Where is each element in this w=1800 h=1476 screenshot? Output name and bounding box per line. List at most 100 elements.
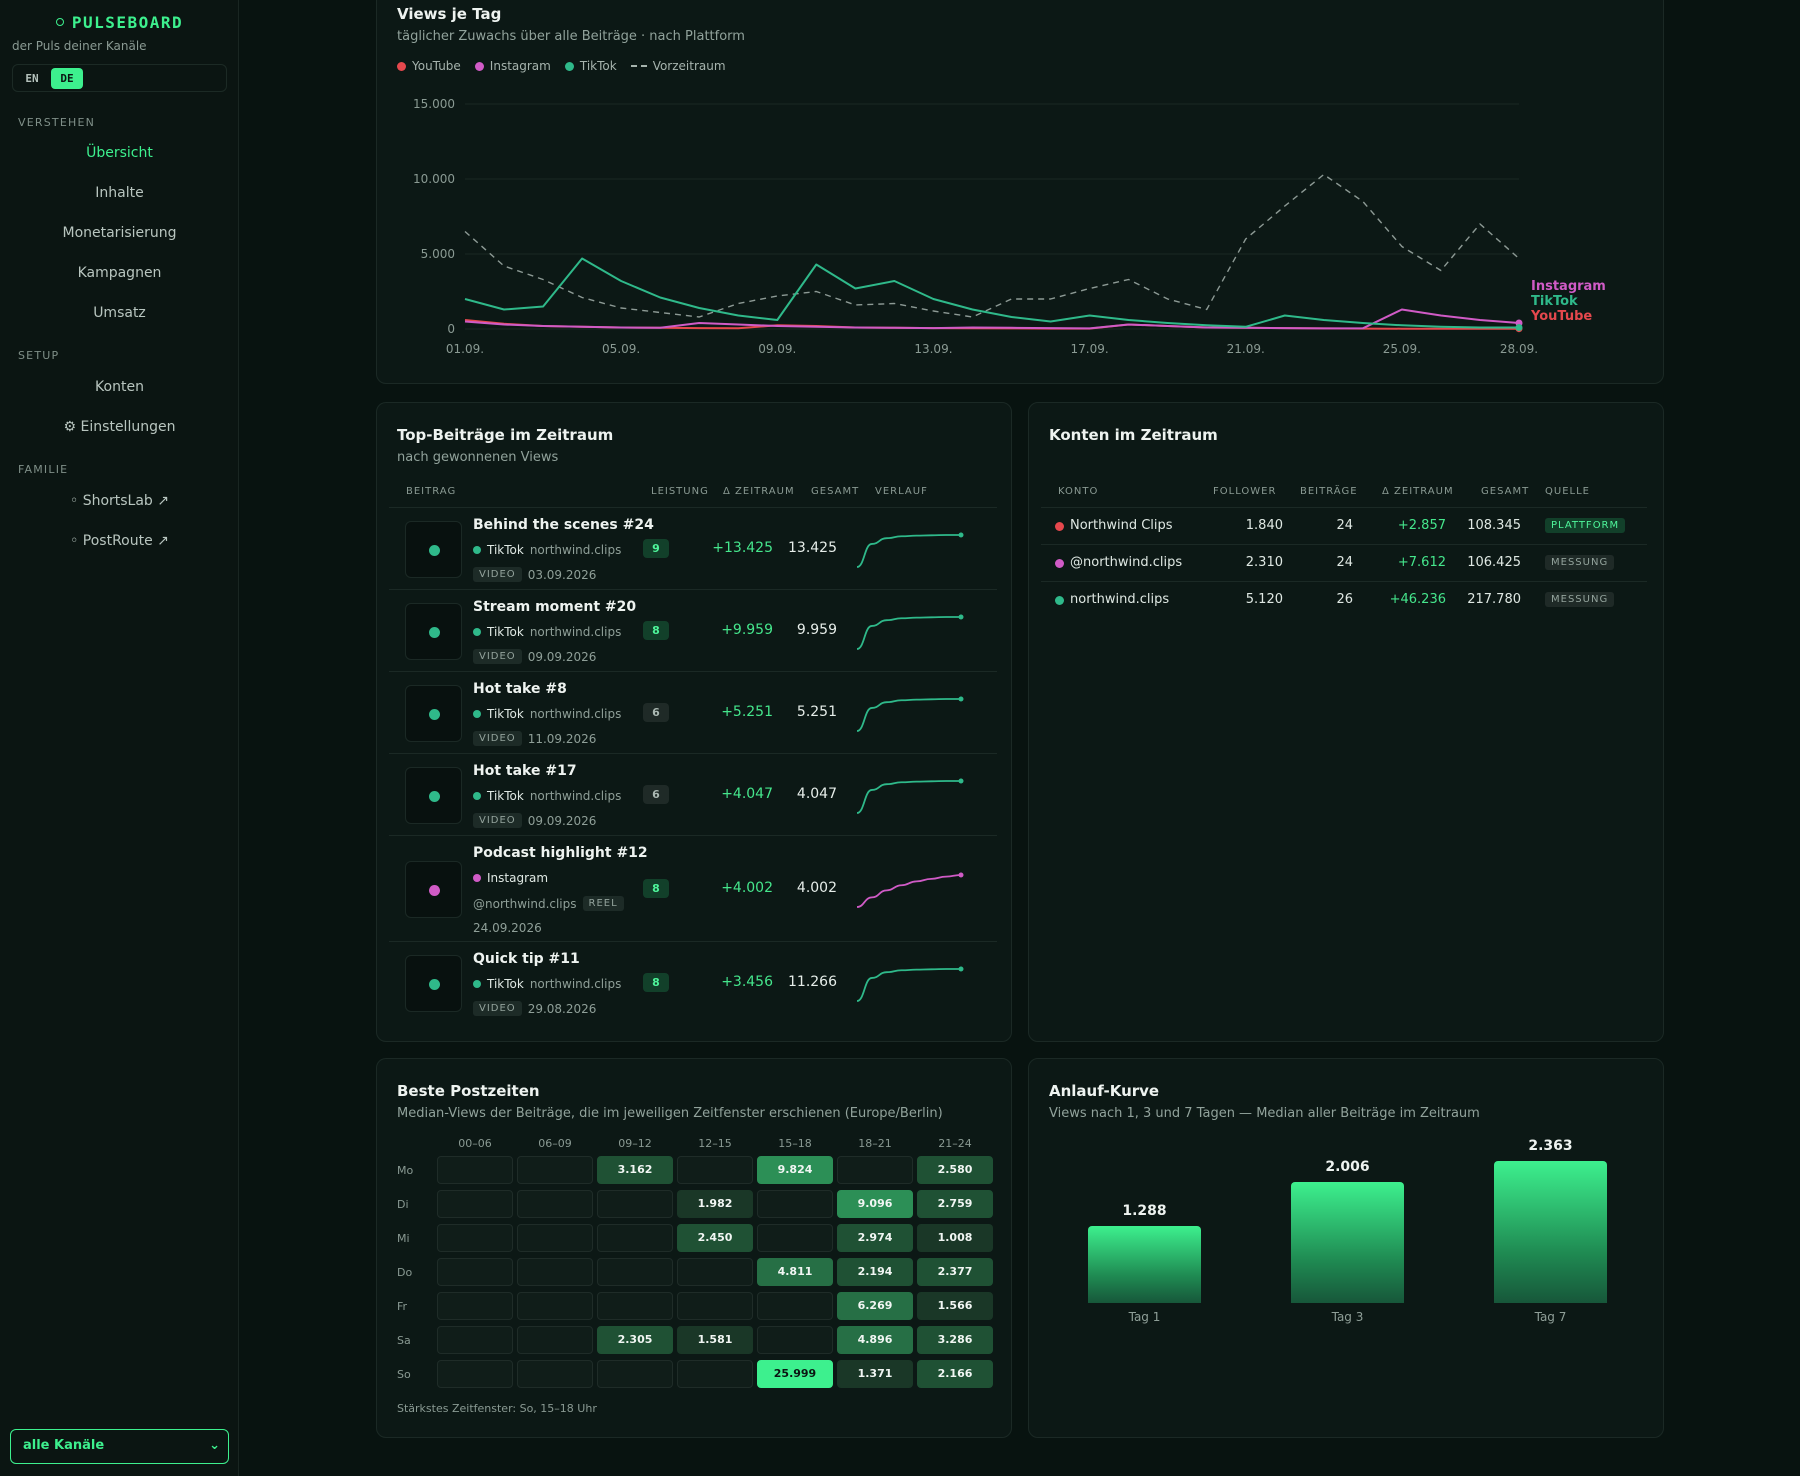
heatmap-cell[interactable] <box>437 1156 513 1184</box>
post-handle[interactable]: northwind.clips <box>529 977 622 991</box>
heatmap-cell[interactable] <box>437 1292 513 1320</box>
heatmap-cell[interactable] <box>437 1326 513 1354</box>
col-beitrag[interactable]: BEITRAG <box>406 486 457 497</box>
col-delta-zeitraum[interactable]: Δ ZEITRAUM <box>1382 486 1454 497</box>
heatmap-cell[interactable] <box>437 1190 513 1218</box>
post-title[interactable]: Hot take #8 <box>473 681 567 697</box>
heatmap-cell[interactable]: 6.269 <box>837 1292 913 1320</box>
post-thumbnail[interactable] <box>405 520 462 578</box>
nav-item-inhalte[interactable]: Inhalte <box>95 185 144 201</box>
post-thumbnail[interactable] <box>405 684 462 742</box>
heatmap-cell[interactable] <box>517 1190 593 1218</box>
heatmap-cell[interactable]: 1.566 <box>917 1292 993 1320</box>
heatmap-cell[interactable] <box>837 1156 913 1184</box>
post-handle[interactable]: northwind.clips <box>529 707 622 721</box>
heatmap-cell[interactable] <box>757 1224 833 1252</box>
heatmap-cell[interactable]: 3.162 <box>597 1156 673 1184</box>
legend-vorzeitraum[interactable]: Vorzeitraum <box>630 59 726 73</box>
post-handle[interactable]: northwind.clips <box>529 543 622 557</box>
post-title[interactable]: Behind the scenes #24 <box>473 517 654 533</box>
col-leistung[interactable]: LEISTUNG <box>651 486 709 497</box>
account-row[interactable]: Northwind Clips 1.840 24 +2.857 108.345 … <box>1041 507 1647 543</box>
heatmap-cell[interactable] <box>677 1360 753 1388</box>
post-title[interactable]: Stream moment #20 <box>473 599 637 615</box>
heatmap-cell[interactable] <box>437 1360 513 1388</box>
heatmap-cell[interactable]: 2.759 <box>917 1190 993 1218</box>
col-follower[interactable]: FOLLOWER <box>1213 486 1277 497</box>
heatmap-cell[interactable] <box>757 1292 833 1320</box>
col-gesamt[interactable]: GESAMT <box>1481 486 1530 497</box>
heatmap-cell[interactable] <box>517 1292 593 1320</box>
heatmap-cell[interactable]: 1.371 <box>837 1360 913 1388</box>
heatmap-cell[interactable]: 2.974 <box>837 1224 913 1252</box>
nav-link-postroute[interactable]: ◦ PostRoute ↗ <box>70 533 169 549</box>
nav-item-konten[interactable]: Konten <box>95 379 144 395</box>
heatmap-cell[interactable] <box>677 1156 753 1184</box>
heatmap-cell[interactable]: 9.824 <box>757 1156 833 1184</box>
heatmap-cell[interactable]: 2.305 <box>597 1326 673 1354</box>
table-row[interactable]: Hot take #17 TikTok northwind.clips VIDE… <box>389 753 997 835</box>
heatmap-cell[interactable]: 2.450 <box>677 1224 753 1252</box>
heatmap-cell[interactable]: 2.580 <box>917 1156 993 1184</box>
heatmap-cell[interactable]: 1.581 <box>677 1326 753 1354</box>
account-name[interactable]: Northwind Clips <box>1070 518 1173 533</box>
heatmap-cell[interactable] <box>757 1326 833 1354</box>
brand-logo[interactable]: PULSEBOARD <box>0 13 239 32</box>
post-handle[interactable]: northwind.clips <box>529 789 622 803</box>
ramp-bar[interactable] <box>1291 1182 1404 1303</box>
account-row[interactable]: @northwind.clips 2.310 24 +7.612 106.425… <box>1041 544 1647 580</box>
heatmap-cell[interactable]: 4.811 <box>757 1258 833 1286</box>
heatmap-cell[interactable] <box>597 1258 673 1286</box>
col-delta[interactable]: Δ ZEITRAUM <box>723 486 795 497</box>
heatmap-cell[interactable]: 9.096 <box>837 1190 913 1218</box>
heatmap-cell[interactable] <box>597 1292 673 1320</box>
heatmap-cell[interactable]: 3.286 <box>917 1326 993 1354</box>
col-gesamt[interactable]: GESAMT <box>811 486 860 497</box>
nav-item-uebersicht[interactable]: Übersicht <box>86 145 153 161</box>
heatmap-cell[interactable] <box>437 1224 513 1252</box>
table-row[interactable]: Hot take #8 TikTok northwind.clips VIDEO… <box>389 671 997 753</box>
nav-item-umsatz[interactable]: Umsatz <box>93 305 146 321</box>
col-beitraege[interactable]: BEITRÄGE <box>1300 486 1358 497</box>
legend-instagram[interactable]: Instagram <box>474 59 551 73</box>
table-row[interactable]: Behind the scenes #24 TikTok northwind.c… <box>389 507 997 589</box>
heatmap-cell[interactable] <box>677 1258 753 1286</box>
heatmap-cell[interactable] <box>517 1224 593 1252</box>
heatmap-cell[interactable]: 2.166 <box>917 1360 993 1388</box>
account-row[interactable]: northwind.clips 5.120 26 +46.236 217.780… <box>1041 581 1647 617</box>
heatmap-cell[interactable] <box>597 1360 673 1388</box>
heatmap-cell[interactable] <box>597 1224 673 1252</box>
post-thumbnail[interactable] <box>405 860 462 918</box>
account-name[interactable]: @northwind.clips <box>1070 555 1183 570</box>
post-handle[interactable]: @northwind.clips <box>473 896 577 911</box>
account-name[interactable]: northwind.clips <box>1070 592 1170 607</box>
col-quelle[interactable]: QUELLE <box>1545 486 1590 497</box>
post-thumbnail[interactable] <box>405 602 462 660</box>
heatmap-cell[interactable] <box>437 1258 513 1286</box>
post-title[interactable]: Hot take #17 <box>473 763 577 779</box>
heatmap-cell[interactable]: 1.982 <box>677 1190 753 1218</box>
lang-en-button[interactable]: EN <box>25 72 39 85</box>
heatmap-cell[interactable] <box>757 1190 833 1218</box>
heatmap-cell[interactable]: 4.896 <box>837 1326 913 1354</box>
heatmap-cell[interactable] <box>517 1156 593 1184</box>
nav-link-shortslab[interactable]: ◦ ShortsLab ↗ <box>69 493 170 509</box>
heatmap-cell[interactable]: 2.377 <box>917 1258 993 1286</box>
ramp-bar[interactable] <box>1494 1161 1607 1303</box>
heatmap-cell[interactable]: 1.008 <box>917 1224 993 1252</box>
heatmap-cell[interactable]: 2.194 <box>837 1258 913 1286</box>
nav-item-kampagnen[interactable]: Kampagnen <box>77 265 162 281</box>
post-handle[interactable]: northwind.clips <box>529 625 622 639</box>
heatmap-cell[interactable] <box>517 1326 593 1354</box>
post-title[interactable]: Quick tip #11 <box>473 951 580 967</box>
heatmap-cell[interactable] <box>677 1292 753 1320</box>
channel-select[interactable]: alle Kanäle ⌄ <box>10 1429 229 1464</box>
col-konto[interactable]: KONTO <box>1058 486 1099 497</box>
table-row[interactable]: Quick tip #11 TikTok northwind.clips VID… <box>389 941 997 1023</box>
nav-item-monetarisierung[interactable]: Monetarisierung <box>62 225 177 241</box>
legend-youtube[interactable]: YouTube <box>397 59 461 73</box>
heatmap-cell[interactable]: 25.999 <box>757 1360 833 1388</box>
heatmap-cell[interactable] <box>517 1258 593 1286</box>
post-title[interactable]: Podcast highlight #12 <box>473 845 648 861</box>
heatmap-cell[interactable] <box>597 1190 673 1218</box>
